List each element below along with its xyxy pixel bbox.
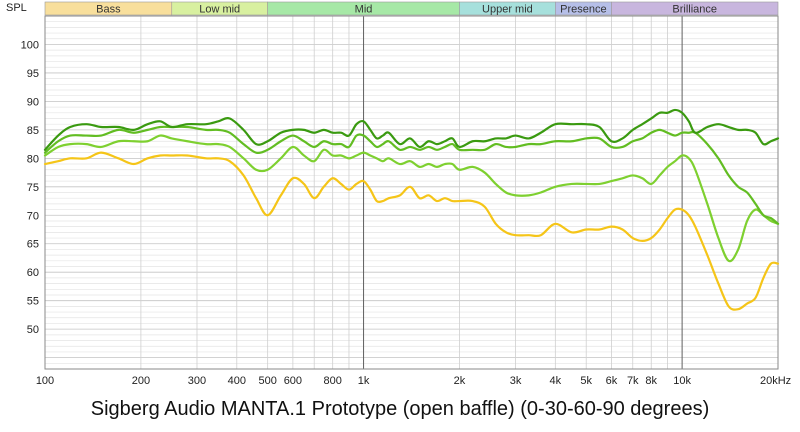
x-tick-label: 500 (258, 375, 276, 387)
x-tick-label: 2k (454, 375, 466, 387)
x-tick-label: 600 (284, 375, 302, 387)
x-tick-label: 100 (36, 375, 54, 387)
x-tick-label: 5k (580, 375, 592, 387)
band-label: Low mid (199, 4, 240, 16)
series-line-2 (43, 134, 780, 263)
x-tick-label: 4k (550, 375, 562, 387)
x-tick-label: 10k (673, 375, 691, 387)
y-tick-label: 50 (27, 324, 39, 336)
plot-frame (44, 15, 779, 370)
x-tick-label: 400 (228, 375, 246, 387)
y-tick-label: 100 (21, 39, 39, 51)
y-tick-label: 90 (27, 96, 39, 108)
y-tick-label: 70 (27, 210, 39, 222)
x-tick-label: 8k (645, 375, 657, 387)
y-tick-label: 55 (27, 296, 39, 308)
series-line-1 (43, 125, 780, 225)
x-tick-label: 800 (324, 375, 342, 387)
x-tick-label: 6k (606, 375, 618, 387)
x-tick-label: 300 (188, 375, 206, 387)
y-tick-label: 65 (27, 239, 39, 251)
band-label: Mid (355, 4, 373, 16)
band-label: Presence (560, 4, 606, 16)
x-tick-label: 20kHz (760, 375, 791, 387)
y-tick-label: 85 (27, 125, 39, 137)
x-tick-label: 7k (627, 375, 639, 387)
y-axis-label: SPL (6, 2, 27, 14)
chart-title: Sigberg Audio MANTA.1 Prototype (open ba… (90, 398, 710, 420)
y-tick-label: 95 (27, 68, 39, 80)
frequency-response-chart: Bass Low mid Mid Upper mid Presence Brillianc… (6, 1, 791, 387)
series-line-3 (43, 151, 780, 311)
x-tick-label: 200 (132, 375, 150, 387)
y-tick-label: 75 (27, 182, 39, 194)
x-tick-label: 1k (358, 375, 370, 387)
band-label: Upper mid (482, 4, 533, 16)
series-line-0 (43, 108, 780, 151)
y-tick-label: 60 (27, 267, 39, 279)
y-tick-label: 80 (27, 153, 39, 165)
band-label: Brilliance (672, 4, 717, 16)
band-label: Bass (96, 4, 121, 16)
x-tick-label: 3k (510, 375, 522, 387)
band-5 (611, 1, 779, 16)
